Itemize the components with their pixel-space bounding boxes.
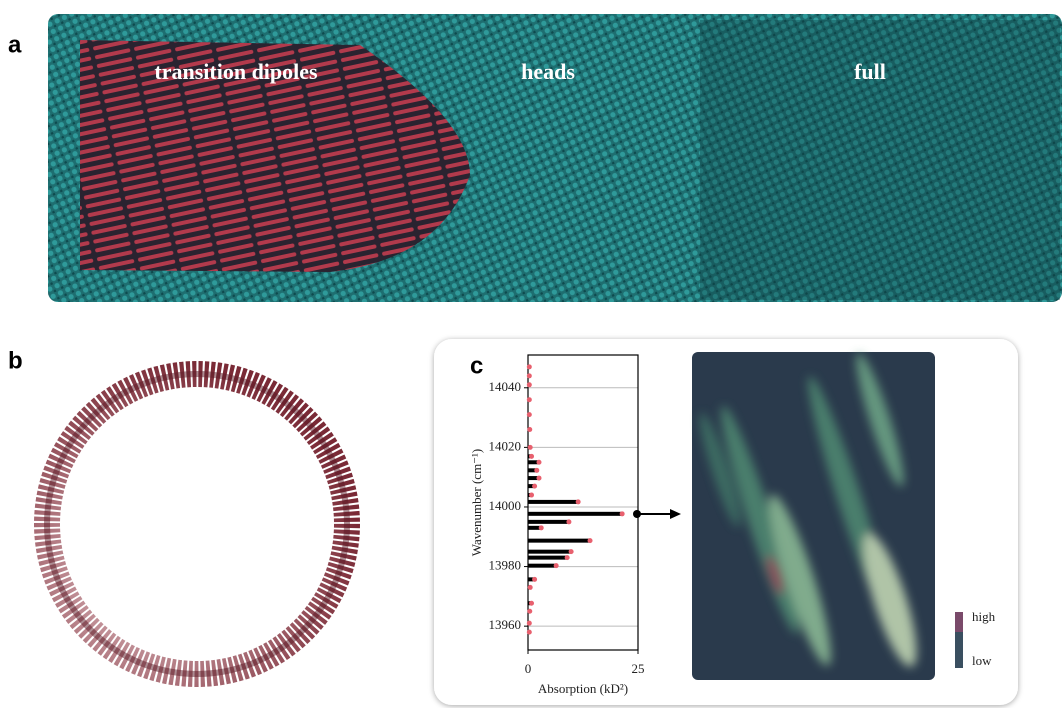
- bar-tip: [537, 460, 542, 465]
- bar-tip: [534, 468, 539, 473]
- bar: [528, 500, 578, 504]
- panel-label: b: [8, 347, 23, 374]
- bar-tip: [527, 364, 532, 369]
- bar-tip: [566, 519, 571, 524]
- bar-tip: [528, 585, 533, 590]
- x-tick-label: 0: [525, 661, 532, 676]
- bar-tip: [539, 525, 544, 530]
- bar-tip: [576, 499, 581, 504]
- annotation: heads: [521, 59, 575, 84]
- bar-tip: [554, 563, 559, 568]
- bar-tip: [527, 609, 532, 614]
- bar: [528, 556, 567, 560]
- figure: a transition dipoles heads full b c high…: [0, 0, 1064, 708]
- bar-tip: [527, 630, 532, 635]
- annotation: full: [854, 59, 886, 84]
- colorbar-top: [955, 612, 963, 632]
- bar-tip: [532, 577, 537, 582]
- bar-tip: [537, 476, 542, 481]
- y-tick-label: 14020: [489, 438, 522, 453]
- bar: [528, 520, 569, 524]
- bar-tip: [569, 549, 574, 554]
- annotation: transition dipoles: [154, 59, 318, 84]
- bar-tip: [527, 397, 532, 402]
- colorbar-label: low: [972, 653, 992, 668]
- bar-tip: [588, 538, 593, 543]
- bar-tip: [527, 427, 532, 432]
- bar: [528, 539, 590, 543]
- bar-tip: [529, 601, 534, 606]
- y-tick-label: 13980: [489, 558, 522, 573]
- panel-label: a: [8, 31, 22, 58]
- colorbar-label: high: [972, 609, 996, 624]
- panel-label: c: [470, 352, 483, 379]
- bar: [528, 564, 556, 568]
- bar-tip: [527, 382, 532, 387]
- y-tick-label: 14040: [489, 379, 522, 394]
- bar-tip: [529, 454, 534, 459]
- x-tick-label: 25: [632, 661, 645, 676]
- bar-tip: [527, 621, 532, 626]
- y-tick-label: 13960: [489, 617, 522, 632]
- bar: [528, 512, 622, 516]
- bar-tip: [527, 373, 532, 378]
- bar-tip: [528, 445, 533, 450]
- y-tick-label: 14000: [489, 498, 522, 513]
- bar: [528, 550, 571, 554]
- bar-tip: [565, 555, 570, 560]
- x-axis-label: Absorption (kD²): [538, 681, 628, 696]
- bar-tip: [532, 484, 537, 489]
- bar-tip: [620, 511, 625, 516]
- ring-core: [47, 374, 347, 674]
- heatmap: [692, 350, 935, 680]
- bar-tip: [529, 493, 534, 498]
- bar-tip: [527, 412, 532, 417]
- y-axis-label: Wavenumber (cm⁻¹): [469, 449, 484, 557]
